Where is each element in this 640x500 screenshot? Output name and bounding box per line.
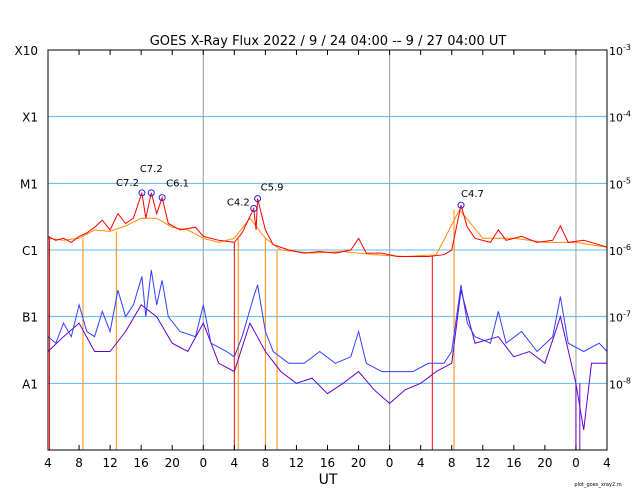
x-tick-label: 4 — [231, 456, 239, 470]
x-tick-label: 8 — [75, 456, 83, 470]
x-tick-label: 4 — [603, 456, 611, 470]
series-line-short — [47, 270, 608, 373]
x-tick-label: 8 — [448, 456, 456, 470]
series-line-long-secondary — [47, 208, 608, 258]
x-tick-label: 20 — [537, 456, 552, 470]
right-tick-base: 10 — [609, 312, 623, 325]
right-tick-label: 10-8 — [609, 376, 631, 391]
series-long — [47, 192, 608, 450]
flare-label: C7.2 — [140, 164, 163, 175]
right-tick-exp: -7 — [623, 310, 631, 319]
x-tick-label: 16 — [506, 456, 521, 470]
x-tick-label: 0 — [199, 456, 207, 470]
class-label-X10: X10 — [15, 44, 39, 58]
footer-label: plot_goes_xray2.m — [574, 482, 621, 488]
right-tick-exp: -6 — [623, 243, 631, 252]
flare-marker — [250, 204, 258, 212]
right-tick-base: 10 — [609, 245, 623, 258]
right-tick-exp: -8 — [623, 376, 631, 385]
flare-label: C4.2 — [227, 197, 250, 208]
flare-label: C7.2 — [116, 178, 139, 189]
right-tick-base: 10 — [609, 45, 623, 58]
right-tick-exp: -4 — [623, 110, 631, 119]
class-label-C1: C1 — [22, 244, 38, 258]
series-short — [47, 270, 608, 373]
flare-marker — [138, 189, 146, 197]
flare-label: C6.1 — [166, 179, 189, 190]
series-line-long — [47, 192, 608, 257]
class-label-X1: X1 — [22, 111, 38, 125]
x-tick-label: 4 — [44, 456, 52, 470]
right-tick-label: 10-7 — [609, 310, 631, 325]
right-tick-label: 10-4 — [609, 110, 631, 125]
flare-marker — [254, 195, 262, 203]
right-tick-base: 10 — [609, 178, 623, 191]
x-tick-label: 16 — [320, 456, 335, 470]
x-axis-label: UT — [319, 472, 338, 488]
x-tick-label: 8 — [262, 456, 270, 470]
right-tick-label: 10-6 — [609, 243, 631, 258]
class-label-A1: A1 — [22, 377, 38, 391]
flare-marker — [147, 189, 155, 197]
class-label-B1: B1 — [22, 311, 38, 325]
right-tick-label: 10-5 — [609, 176, 631, 191]
series-line-short-secondary — [47, 289, 607, 430]
right-tick-base: 10 — [609, 378, 623, 391]
right-tick-label: 10-3 — [609, 43, 631, 58]
x-tick-label: 0 — [572, 456, 580, 470]
x-tick-label: 4 — [417, 456, 425, 470]
flare-marker — [457, 201, 465, 209]
right-tick-base: 10 — [609, 112, 623, 125]
flare-marker — [158, 194, 166, 202]
chart-title: GOES X-Ray Flux 2022 / 9 / 24 04:00 -- 9… — [150, 34, 507, 49]
class-label-M1: M1 — [20, 177, 38, 191]
flare-label: C4.7 — [461, 189, 484, 200]
x-tick-label: 16 — [134, 456, 149, 470]
series-short-secondary — [47, 289, 607, 450]
x-tick-label: 12 — [475, 456, 490, 470]
x-tick-label: 20 — [351, 456, 366, 470]
x-tick-label: 20 — [165, 456, 180, 470]
series-long-secondary — [47, 208, 608, 450]
right-tick-exp: -3 — [623, 43, 631, 52]
right-tick-exp: -5 — [623, 176, 631, 185]
x-tick-label: 0 — [386, 456, 394, 470]
x-tick-label: 12 — [289, 456, 304, 470]
x-tick-label: 12 — [102, 456, 117, 470]
flare-label: C5.9 — [261, 183, 284, 194]
